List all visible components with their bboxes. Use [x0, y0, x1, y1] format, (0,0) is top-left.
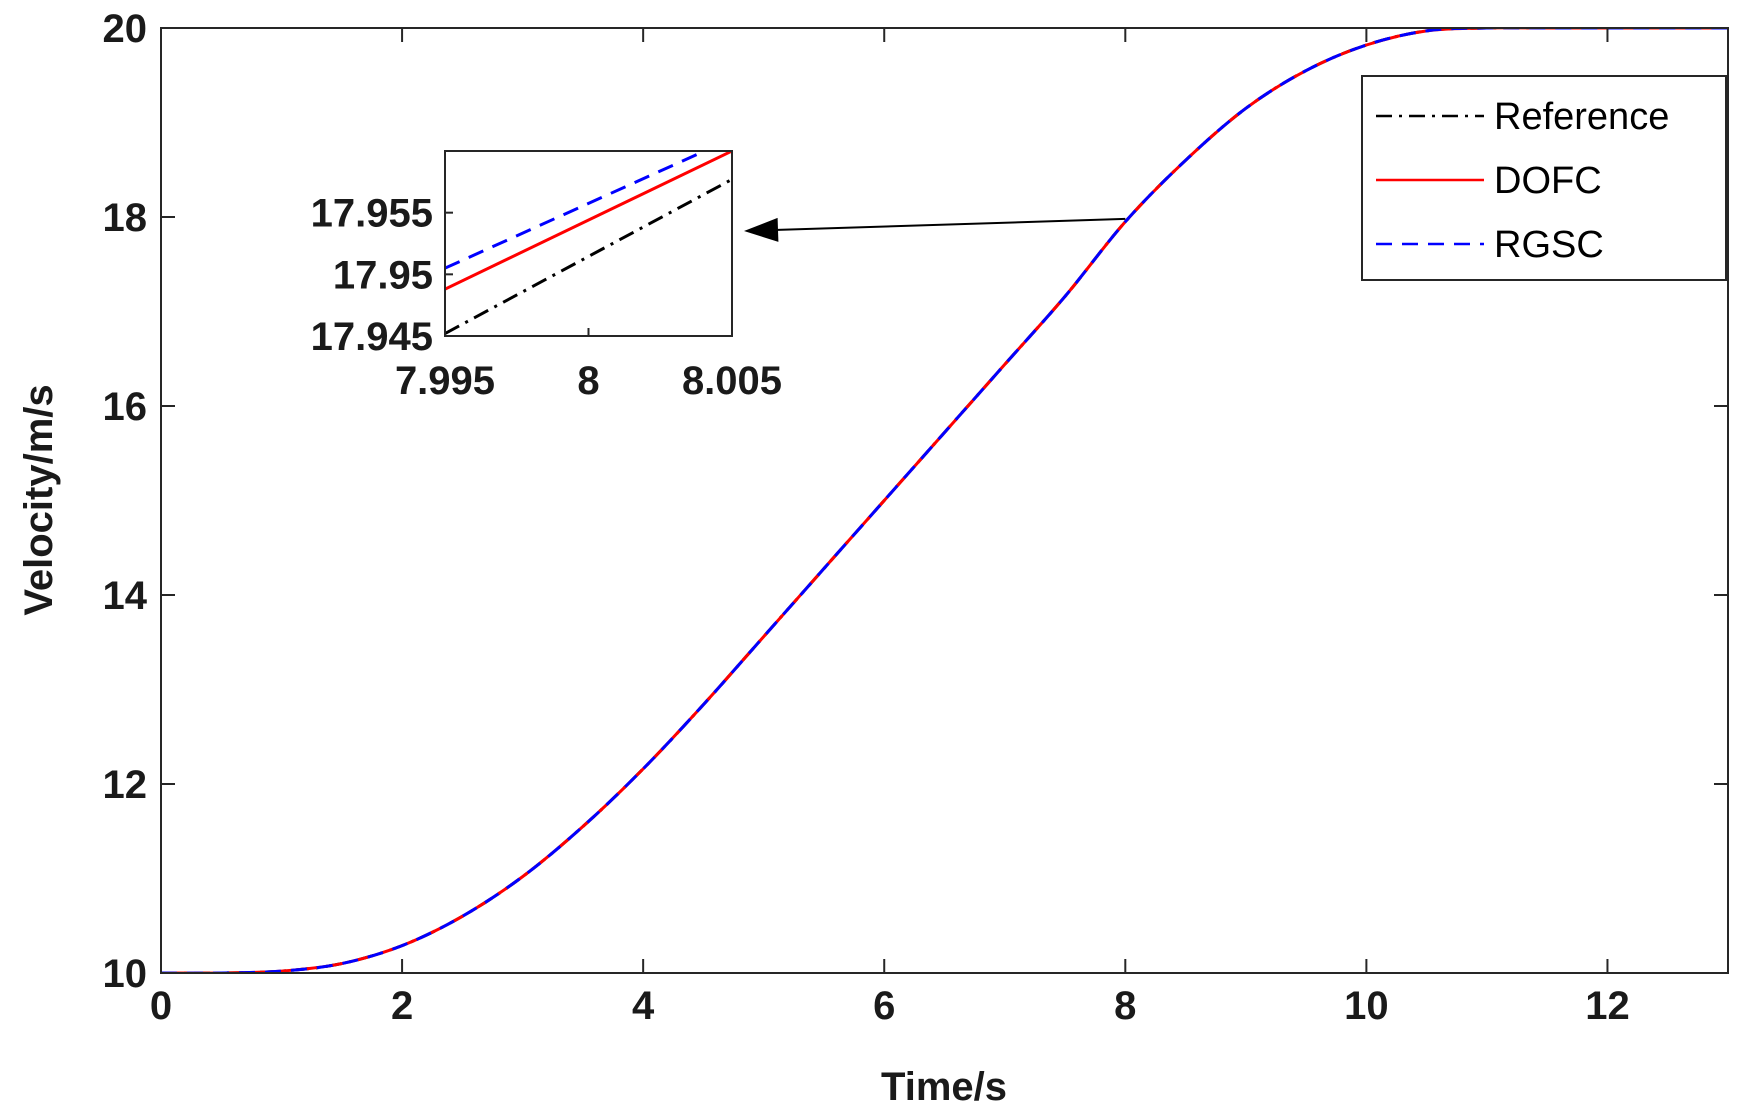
y-axis-label: Velocity/m/s	[17, 384, 61, 615]
zoom-arrow	[744, 217, 1126, 242]
inset-y-tick-label: 17.95	[333, 253, 433, 297]
y-tick-label: 12	[103, 763, 148, 807]
y-tick-label: 18	[103, 196, 148, 240]
plot-frame	[160, 27, 1729, 974]
legend-label-rgsc: RGSC	[1494, 224, 1604, 266]
y-tick-label: 14	[103, 574, 148, 618]
x-tick-label: 0	[150, 984, 172, 1028]
legend-box	[1361, 75, 1727, 281]
x-tick-label: 10	[1344, 984, 1389, 1028]
x-tick-label: 6	[873, 984, 895, 1028]
inset-x-tick-label: 8.005	[682, 359, 782, 403]
inset-y-tick-label: 17.955	[311, 192, 433, 236]
legend: Reference DOFC RGSC	[1361, 75, 1727, 281]
x-tick-label: 2	[391, 984, 413, 1028]
x-tick-label: 8	[1114, 984, 1136, 1028]
series-line-rgsc	[161, 28, 1728, 973]
inset-line-reference	[445, 178, 732, 335]
y-tick-label: 20	[103, 7, 148, 51]
inset-line-dofc	[445, 151, 732, 291]
x-axis-label: Time/s	[881, 1065, 1007, 1109]
inset-background	[445, 151, 732, 336]
y-tick-label: 10	[103, 952, 148, 996]
inset-line-rgsc	[445, 151, 709, 270]
x-tick-label: 12	[1585, 984, 1630, 1028]
inset-x-tick-label: 8	[577, 359, 599, 403]
legend-label-reference: Reference	[1494, 96, 1669, 138]
x-tick-label: 4	[632, 984, 655, 1028]
inset-y-tick-label: 17.945	[311, 315, 433, 359]
legend-label-dofc: DOFC	[1494, 160, 1602, 202]
inset-x-tick-label: 7.995	[395, 359, 495, 403]
y-tick-label: 16	[103, 385, 148, 429]
